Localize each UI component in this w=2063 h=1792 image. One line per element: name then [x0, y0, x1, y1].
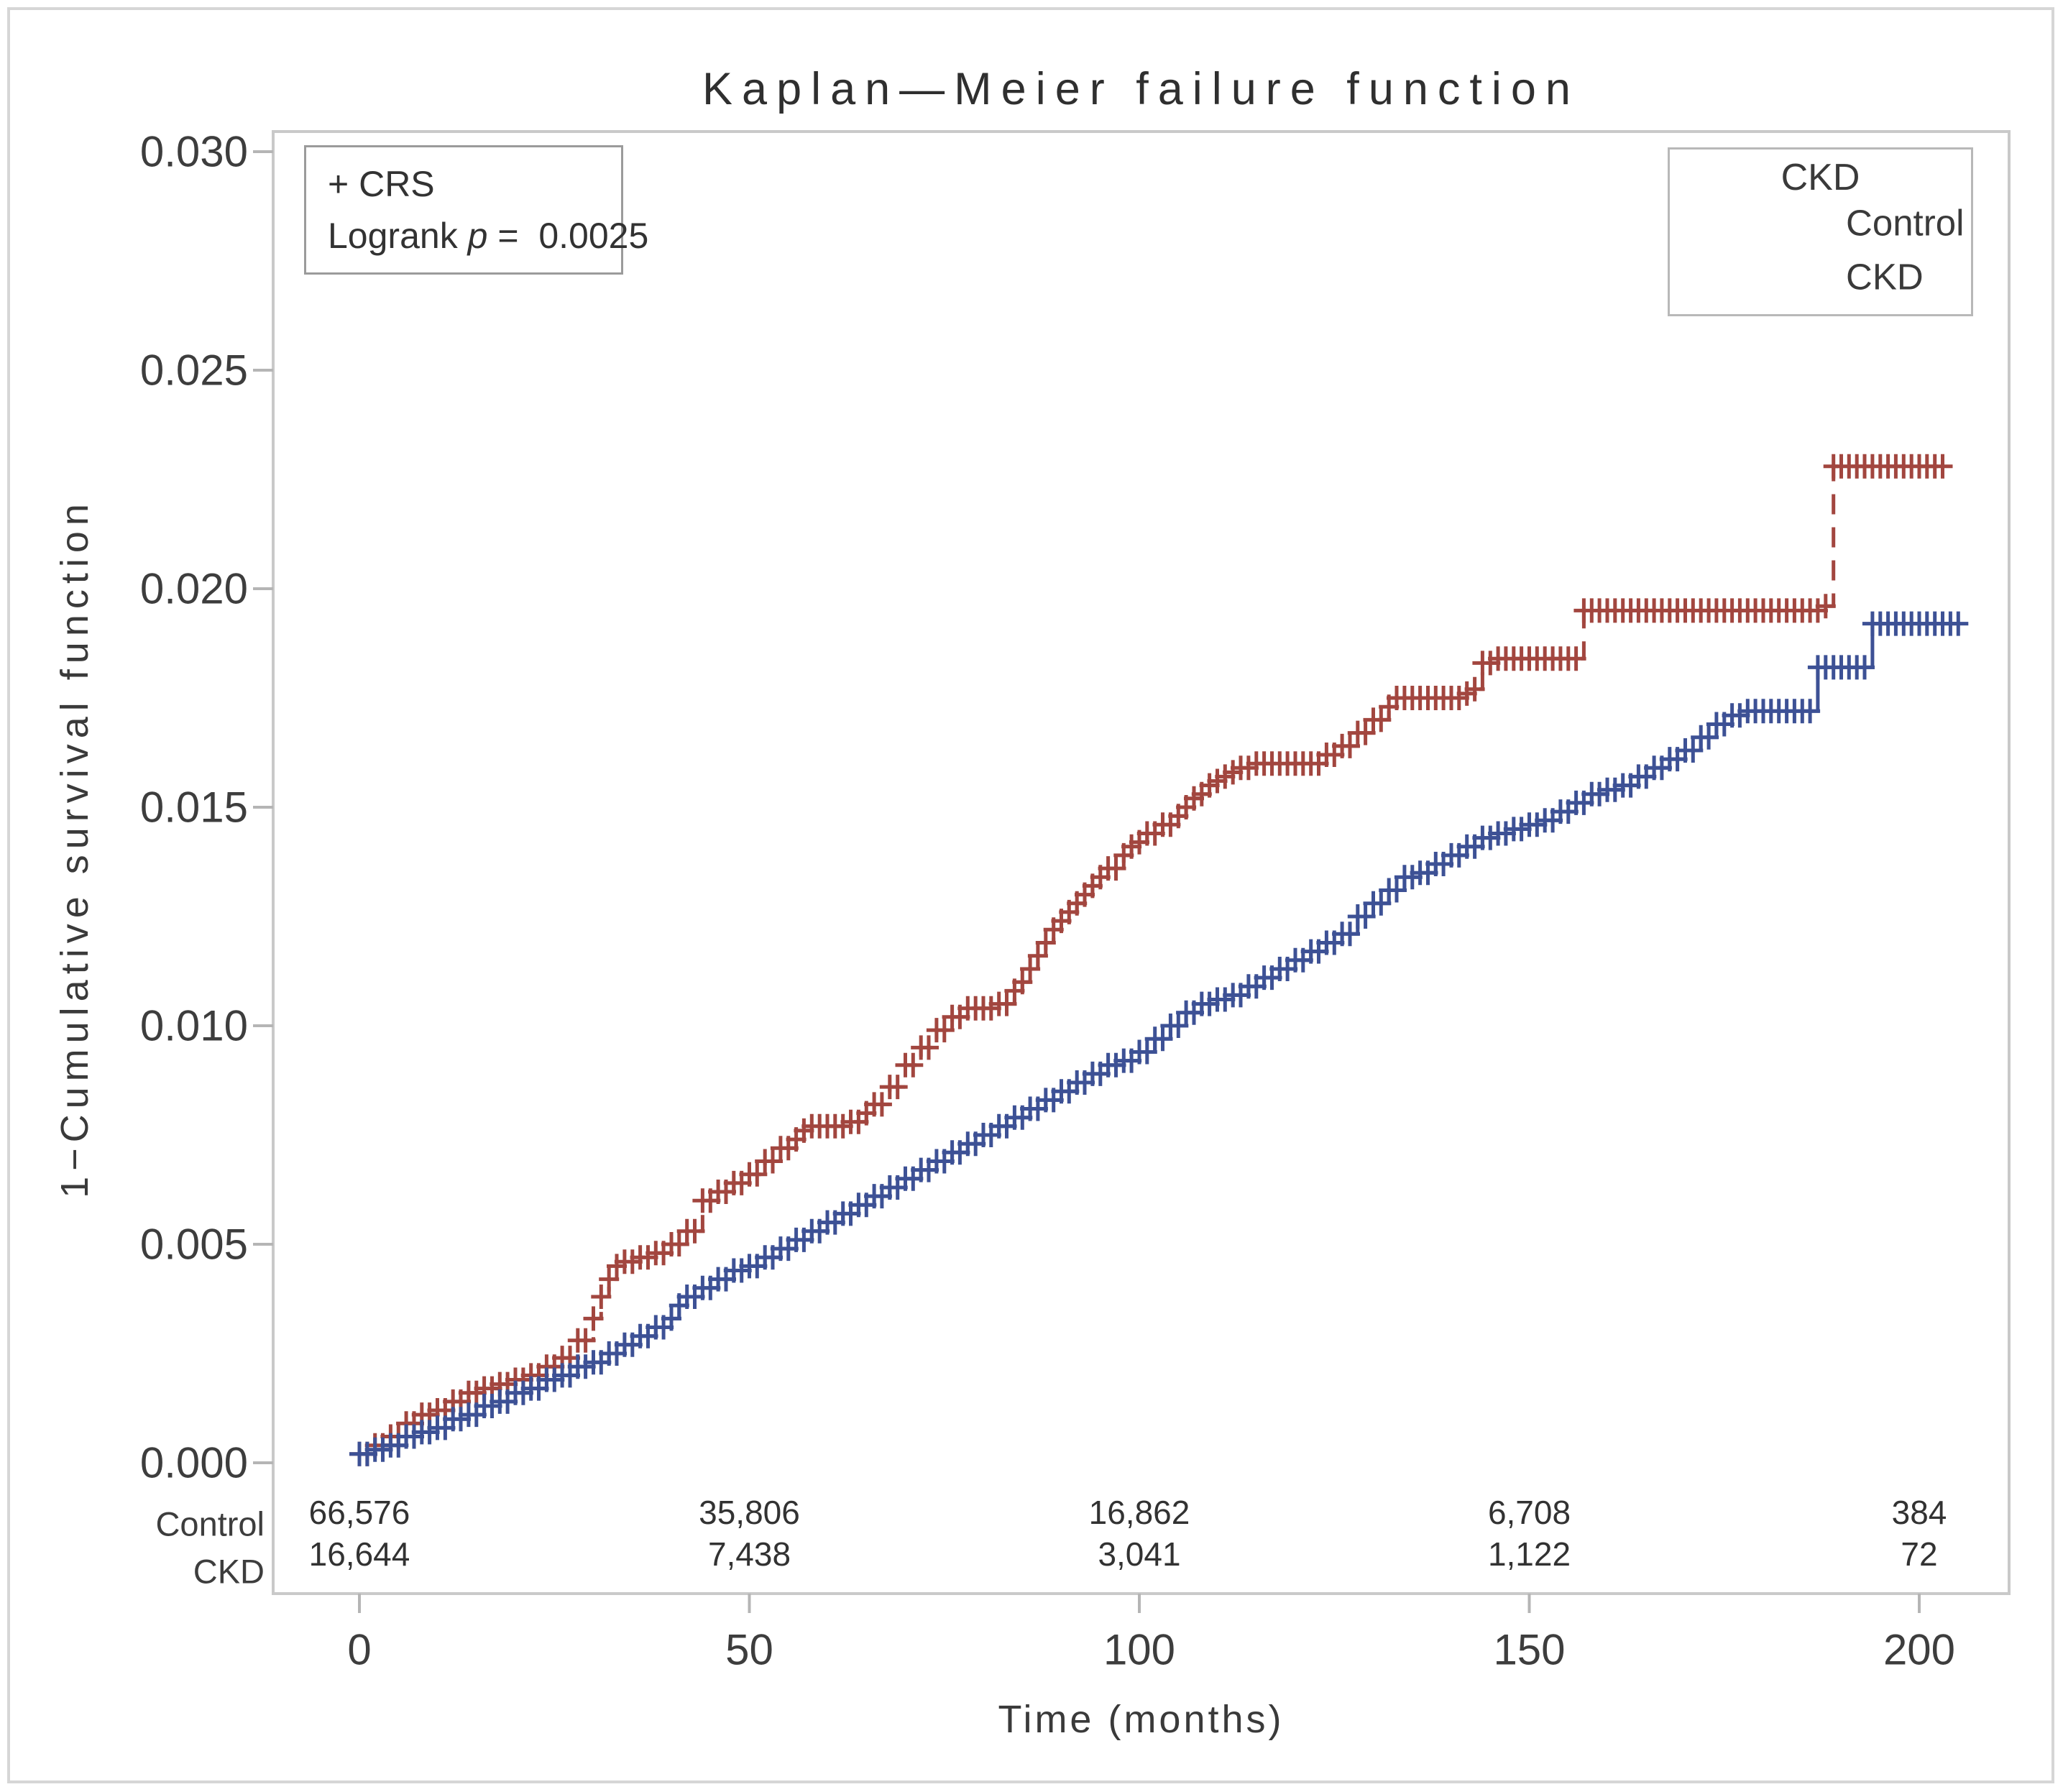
x-tick-label: 200 — [1883, 1625, 1956, 1674]
plot-frame — [272, 130, 2011, 1595]
legend-box — [1668, 147, 1973, 316]
at-risk-value: 35,806 — [699, 1494, 800, 1531]
at-risk-row-label-control: Control — [155, 1504, 265, 1543]
x-tick-label: 100 — [1103, 1625, 1176, 1674]
x-axis-title: Time (months) — [998, 1698, 1285, 1741]
at-risk-value: 16,862 — [1088, 1494, 1190, 1531]
at-risk-value: 384 — [1891, 1494, 1947, 1531]
legend-label-control: Control — [1846, 202, 1965, 244]
y-tick-label: 0.005 — [139, 1220, 248, 1269]
y-axis-title: 1−Cumulative survival function — [53, 498, 96, 1198]
at-risk-value: 66,576 — [308, 1494, 410, 1531]
series-layer — [349, 454, 1969, 1466]
at-risk-value: 16,644 — [308, 1535, 410, 1573]
series-control-censor-marks — [349, 611, 1969, 1466]
y-tick-label: 0.015 — [139, 783, 248, 832]
equals-sign: = — [497, 216, 519, 256]
legend-label-ckd: CKD — [1846, 256, 1924, 298]
annotation-box: + CRS Logrank p = 0.0025 — [304, 145, 648, 275]
at-risk-value: 1,122 — [1487, 1535, 1571, 1573]
at-risk-value: 6,708 — [1487, 1494, 1571, 1531]
y-tick-label: 0.030 — [139, 127, 248, 176]
p-symbol: p — [467, 216, 488, 256]
y-tick-label: 0.025 — [139, 346, 248, 395]
p-value: 0.0025 — [538, 216, 649, 256]
x-tick-label: 50 — [725, 1625, 773, 1674]
annotation-logrank-line: Logrank p = 0.0025 — [328, 215, 648, 257]
x-tick-label: 150 — [1493, 1625, 1566, 1674]
y-tick-label: 0.020 — [139, 564, 248, 613]
annotation-crs-line: + CRS — [328, 164, 435, 204]
at-risk-value: 3,041 — [1098, 1535, 1181, 1573]
series-ckd-censor-marks — [349, 454, 1953, 1466]
y-tick-label: 0.010 — [139, 1001, 248, 1050]
logrank-label: Logrank — [328, 216, 458, 256]
legend-title: CKD — [1781, 157, 1860, 198]
y-tick-label: 0.000 — [139, 1438, 248, 1487]
at-risk-row-label-ckd: CKD — [193, 1552, 265, 1591]
axis-tick-marks — [253, 150, 1921, 1613]
series-ckd-line — [359, 464, 1943, 1456]
chart-title: Kaplan—Meier failure function — [702, 64, 1580, 114]
x-tick-label: 0 — [347, 1625, 372, 1674]
at-risk-value: 7,438 — [707, 1535, 791, 1573]
at-risk-value: 72 — [1901, 1535, 1938, 1573]
